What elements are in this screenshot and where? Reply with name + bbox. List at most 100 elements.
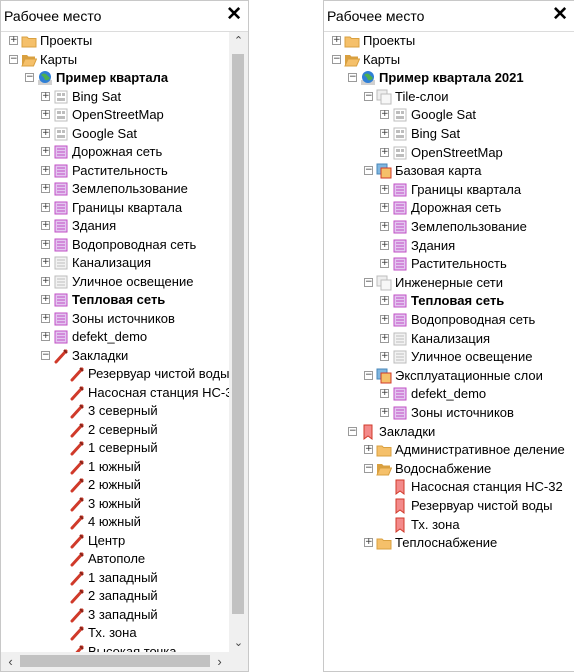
collapse-toggle-icon[interactable]: − [364,369,373,380]
tree-item-label: OpenStreetMap [72,107,164,122]
pin-icon [69,385,85,401]
gray-layer-icon [392,331,408,347]
tree-item-label: Проекты [363,33,416,48]
expand-toggle-icon[interactable]: + [380,128,389,138]
workspace-tree: + Проекты − Карты − Пример квартала + Bing Sat +… [1,32,229,652]
expand-toggle-icon[interactable]: + [41,275,50,286]
pin-icon [69,588,85,604]
expand-toggle-icon[interactable]: + [380,146,389,157]
vector-layer-icon [392,238,408,254]
tree-item-label: Водоснабжение [395,460,492,476]
scroll-right-icon[interactable]: › [217,654,222,669]
expand-toggle-icon[interactable]: + [41,238,50,249]
pin-icon [69,440,85,456]
tree-item-label: Тепловая сеть [72,292,166,307]
tree-item-label: Насосная станция НС-32 [411,479,563,495]
tree-item-label: defekt_demo [411,386,487,402]
expand-toggle-icon[interactable]: + [41,312,50,323]
expand-toggle-icon[interactable]: + [380,109,389,120]
tree-item-label: Канализация [72,255,151,270]
bookmark-icon [392,517,408,533]
expand-toggle-icon[interactable]: + [41,183,50,193]
pin-icon [69,533,85,549]
panel-header: Рабочее место ✕ [1,1,248,32]
collapse-toggle-icon[interactable]: − [364,276,373,287]
expand-toggle-icon[interactable]: + [380,183,389,194]
pin-icon [69,607,85,623]
panel-header: Рабочее место ✕ [324,1,574,32]
expand-toggle-icon[interactable]: + [41,220,50,230]
vector-layer-icon [392,256,408,272]
tree-item-label: Google Sat [411,107,477,123]
expand-toggle-icon[interactable]: + [41,201,50,212]
expand-toggle-icon[interactable]: + [41,294,50,304]
expand-toggle-icon[interactable]: + [364,537,373,548]
scroll-left-icon[interactable]: ‹ [8,654,13,669]
tree-item-label: Границы квартала [72,199,183,215]
vector-layer-icon [53,218,69,234]
expand-toggle-icon[interactable]: + [41,331,50,341]
vector-layer-icon [53,200,69,216]
bookmark-icon [392,479,408,496]
expand-toggle-icon[interactable]: + [380,221,389,231]
collapse-toggle-icon[interactable]: − [364,462,373,473]
tree-item-label: 2 северный [88,421,158,437]
tree-item-label: Дорожная сеть [72,144,163,159]
expand-toggle-icon[interactable]: + [380,239,389,250]
expand-toggle-icon[interactable]: + [380,202,389,213]
expand-toggle-icon[interactable]: + [41,127,50,138]
panel-title: Рабочее место [327,8,425,24]
bookmark-icon [392,498,408,514]
tree-item-label: Проекты [40,33,93,48]
collapse-toggle-icon[interactable]: − [364,90,373,101]
collapse-toggle-icon[interactable]: − [25,72,34,82]
workspace-panel-left: Рабочее место ✕ + Проекты − Карты − Пример кв… [0,0,249,672]
close-icon[interactable]: ✕ [552,4,568,25]
tree-item-label: Центр [88,532,126,548]
collapse-toggle-icon[interactable]: − [348,72,357,83]
close-icon[interactable]: ✕ [226,4,242,25]
horizontal-scrollbar[interactable]: ‹ › [1,652,248,671]
expand-toggle-icon[interactable]: + [380,258,389,269]
expand-toggle-icon[interactable]: + [364,444,373,455]
pin-icon [69,570,85,586]
collapse-toggle-icon[interactable]: − [332,53,341,64]
tree-item-label: Здания [411,237,456,253]
panel-title: Рабочее место [4,8,102,24]
tree-item-label: Канализация [411,330,490,346]
tile-layer-icon [392,126,408,142]
expand-toggle-icon[interactable]: + [380,314,389,324]
collapse-toggle-icon[interactable]: − [348,425,357,436]
expand-toggle-icon[interactable]: + [380,295,389,306]
expand-toggle-icon[interactable]: + [332,35,341,45]
collapse-toggle-icon[interactable]: − [41,349,50,360]
tree-item-label: Эксплуатационные слои [395,367,543,383]
tree-item-label: defekt_demo [72,329,148,344]
expand-toggle-icon[interactable]: + [380,388,389,399]
folder-open-icon [344,52,361,68]
vertical-scrollbar[interactable]: ⌃ ⌄ [229,32,248,652]
group-gray-icon [376,89,392,105]
tree-item-label: Дорожная сеть [411,200,502,216]
pin-icon [69,366,85,382]
scroll-up-icon[interactable]: ⌃ [233,35,244,47]
expand-toggle-icon[interactable]: + [41,90,50,101]
expand-toggle-icon[interactable]: + [41,164,50,175]
scrollbar-thumb[interactable] [20,655,210,667]
expand-toggle-icon[interactable]: + [41,146,50,156]
expand-toggle-icon[interactable]: + [41,257,50,267]
tree-item-label: Границы квартала [411,181,522,197]
scroll-down-icon[interactable]: ⌄ [233,637,244,649]
expand-toggle-icon[interactable]: + [41,109,50,119]
expand-toggle-icon[interactable]: + [380,351,389,362]
vector-layer-icon [53,181,69,197]
collapse-toggle-icon[interactable]: − [364,165,373,176]
gray-layer-icon [53,255,69,271]
scrollbar-thumb[interactable] [232,54,244,614]
tree-item-label: Bing Sat [72,88,122,104]
expand-toggle-icon[interactable]: + [380,407,389,417]
collapse-toggle-icon[interactable]: − [9,53,18,64]
expand-toggle-icon[interactable]: + [9,35,18,45]
expand-toggle-icon[interactable]: + [380,332,389,343]
tree-item-label: Зоны источников [411,405,514,420]
